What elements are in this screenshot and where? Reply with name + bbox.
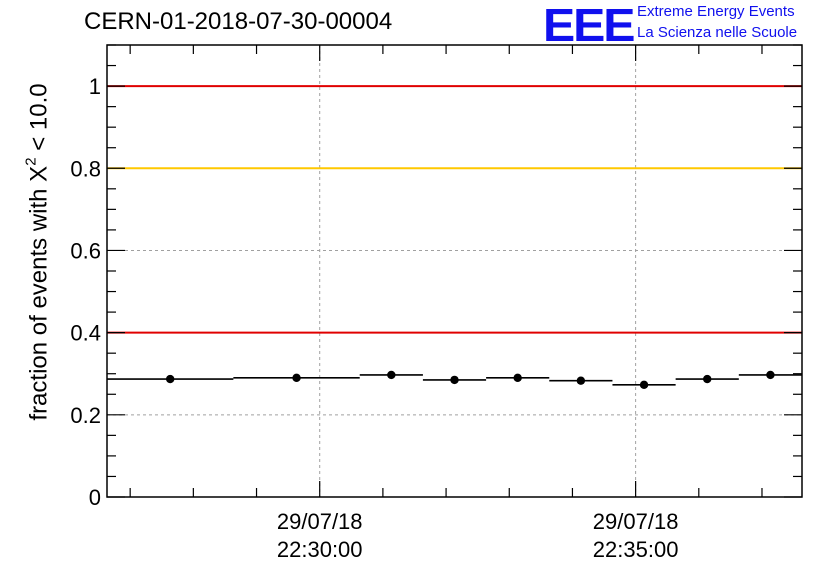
data-point [292,373,301,383]
axis-ticks: 0 0.2 0.4 0.6 0.8 1 29/07/18 22:30:00 29/07/18 22… [70,44,802,562]
chart-title: CERN-01-2018-07-30-00004 [84,8,393,35]
data-point [639,380,649,390]
reference-lines [107,85,802,334]
data-point [387,370,396,380]
logo-line-1: Extreme Energy Events [637,3,795,20]
x-tick-label-date: 29/07/18 [277,509,363,534]
data-point [703,374,712,384]
y-tick-label: 1 [89,74,101,99]
grid-layer [107,45,802,498]
data-point [576,376,586,385]
data-point [450,375,459,385]
y-tick-label: 0.6 [70,238,101,263]
data-series [107,370,802,390]
logo-line-2: La Scienza nelle Scuole [637,24,798,41]
x-tick-label-date: 29/07/18 [593,509,679,534]
plot-frame [106,44,803,498]
y-tick-label: 0.8 [70,156,101,181]
data-point [513,373,522,383]
eee-logo: EEE [543,0,635,51]
x-tick-label-time: 22:30:00 [277,537,363,562]
data-point [766,370,775,380]
y-tick-label: 0.4 [70,321,101,346]
y-tick-label: 0 [89,485,101,510]
y-tick-label: 0.2 [70,403,101,428]
x-tick-label-time: 22:35:00 [593,537,679,562]
data-point [165,374,175,384]
